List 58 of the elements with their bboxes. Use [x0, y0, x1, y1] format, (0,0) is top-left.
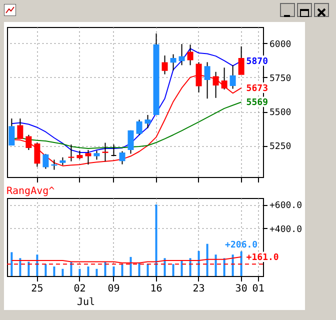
bar — [232, 254, 234, 276]
x-tick-label: 01 — [252, 284, 264, 294]
candlestick — [17, 118, 24, 140]
y-tick-label: 5250 — [270, 142, 292, 152]
bar — [223, 258, 226, 276]
bar — [155, 204, 158, 276]
bar — [28, 262, 30, 276]
x-tick-label: 02 — [74, 284, 86, 294]
bar — [121, 264, 124, 276]
candlestick — [128, 130, 134, 154]
bar — [104, 262, 106, 276]
x-tick-label: 23 — [192, 284, 205, 294]
bar — [87, 266, 90, 276]
bar — [130, 256, 132, 276]
y-tick-label: +400.0 — [270, 224, 302, 235]
candlestick — [178, 44, 185, 66]
candlestick — [170, 54, 176, 71]
bar — [62, 268, 64, 276]
bar — [78, 268, 81, 276]
candlestick — [119, 150, 126, 165]
x-tick-label: 30 — [235, 284, 248, 294]
candlestick — [187, 44, 194, 66]
text: Jul — [77, 297, 96, 308]
candlestick — [204, 62, 210, 100]
bar — [164, 258, 166, 276]
x-tick-label: 09 — [108, 284, 120, 294]
candlestick — [102, 142, 108, 162]
bar — [240, 251, 242, 276]
candlestick — [238, 46, 244, 75]
bar — [180, 260, 183, 276]
candlestick — [26, 134, 32, 150]
bar — [146, 264, 149, 276]
bar — [138, 262, 140, 276]
candlestick — [136, 119, 142, 136]
data-label: +206.0 — [225, 240, 258, 250]
bar — [53, 266, 56, 276]
bar — [10, 252, 13, 276]
bar — [36, 254, 38, 276]
y-tick-label: 6000 — [270, 40, 292, 50]
candlestick — [162, 55, 168, 75]
bar — [19, 258, 22, 276]
y-tick-label: 5500 — [270, 108, 292, 118]
candlestick — [68, 144, 74, 162]
candlestick — [230, 64, 236, 90]
y-tick-label: 5750 — [270, 74, 292, 84]
chart-title: RangAvg^ — [6, 186, 55, 197]
candlestick — [42, 153, 49, 170]
candlestick — [110, 144, 117, 156]
bar — [44, 264, 47, 276]
candlestick — [144, 114, 151, 129]
bar — [96, 268, 98, 276]
x-tick-label: 16 — [150, 284, 162, 294]
bar — [214, 254, 217, 276]
x-tick-label: 25 — [31, 284, 44, 294]
bar — [112, 266, 115, 276]
bar — [172, 264, 174, 276]
bar — [206, 244, 208, 276]
y-tick-label: +600.0 — [270, 201, 302, 212]
